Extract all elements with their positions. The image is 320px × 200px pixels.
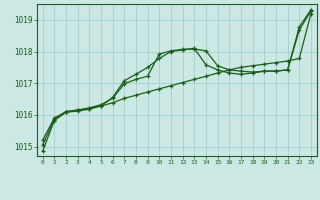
Text: Graphe pression niveau de la mer (hPa): Graphe pression niveau de la mer (hPa) bbox=[58, 180, 262, 189]
